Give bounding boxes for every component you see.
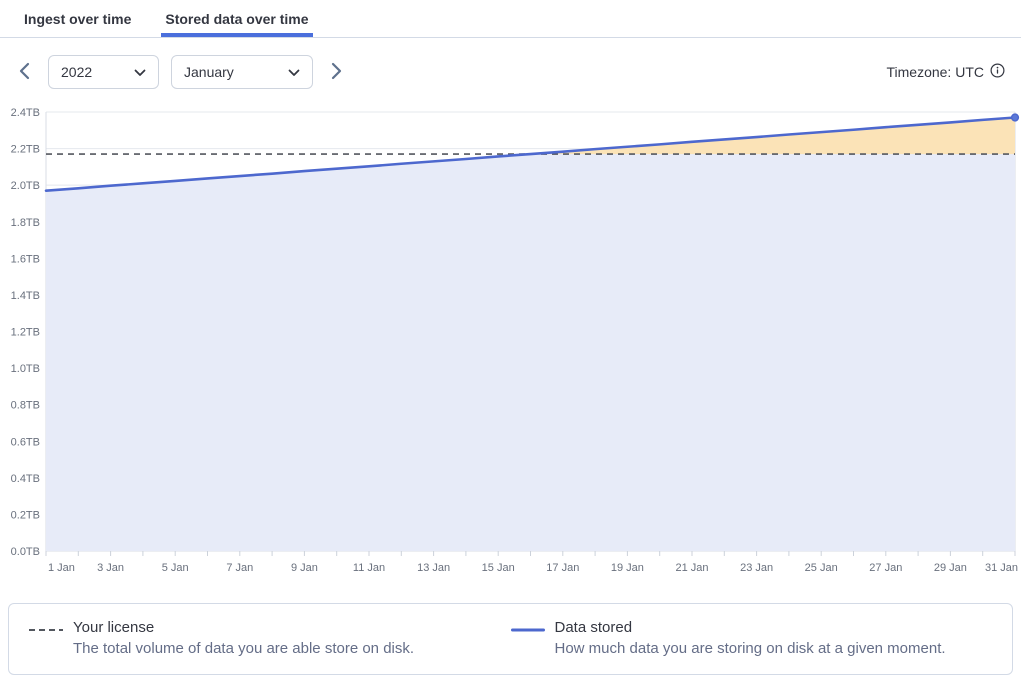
legend-description: How much data you are storing on disk at… <box>554 640 946 657</box>
svg-text:0.2TB: 0.2TB <box>11 509 40 521</box>
legend-item-data-stored: Data stored How much data you are storin… <box>510 619 993 657</box>
svg-text:7 Jan: 7 Jan <box>226 562 253 574</box>
chevron-left-icon <box>17 61 31 84</box>
svg-text:3 Jan: 3 Jan <box>97 562 124 574</box>
svg-text:0.0TB: 0.0TB <box>11 546 40 558</box>
previous-month-button[interactable] <box>12 58 36 86</box>
svg-text:2.4TB: 2.4TB <box>11 107 40 119</box>
svg-text:27 Jan: 27 Jan <box>869 562 902 574</box>
svg-text:2.2TB: 2.2TB <box>11 144 40 156</box>
svg-text:23 Jan: 23 Jan <box>740 562 773 574</box>
svg-text:1.8TB: 1.8TB <box>11 217 40 229</box>
info-icon[interactable] <box>990 63 1005 81</box>
svg-text:13 Jan: 13 Jan <box>417 562 450 574</box>
svg-text:9 Jan: 9 Jan <box>291 562 318 574</box>
svg-text:2.0TB: 2.0TB <box>11 180 40 192</box>
svg-text:0.8TB: 0.8TB <box>11 400 40 412</box>
svg-text:1.6TB: 1.6TB <box>11 253 40 265</box>
tab-ingest-over-time[interactable]: Ingest over time <box>20 0 135 37</box>
svg-text:1.0TB: 1.0TB <box>11 363 40 375</box>
year-select[interactable]: 2022 <box>48 55 159 89</box>
legend-title: Data stored <box>554 619 633 636</box>
svg-text:1.4TB: 1.4TB <box>11 290 40 302</box>
license-dashed-line-icon <box>29 619 63 636</box>
chevron-down-icon <box>134 64 146 80</box>
svg-text:5 Jan: 5 Jan <box>162 562 189 574</box>
svg-text:0.4TB: 0.4TB <box>11 473 40 485</box>
data-stored-line-icon <box>510 619 545 636</box>
stored-data-chart[interactable]: 0.0TB 0.2TB 0.4TB 0.6TB 0.8TB 1.0TB 1.2TB 1.4TB… <box>0 101 1021 591</box>
svg-text:31 Jan: 31 Jan <box>985 562 1018 574</box>
tabs: Ingest over time Stored data over time <box>0 0 1021 38</box>
svg-text:1.2TB: 1.2TB <box>11 327 40 339</box>
legend-title: Your license <box>73 619 155 636</box>
timezone-label: Timezone: UTC <box>886 63 1005 81</box>
month-select[interactable]: January <box>171 55 313 89</box>
svg-text:17 Jan: 17 Jan <box>546 562 579 574</box>
legend-item-your-license: Your license The total volume of data yo… <box>29 619 511 657</box>
tab-stored-data-over-time[interactable]: Stored data over time <box>161 0 312 37</box>
svg-text:29 Jan: 29 Jan <box>934 562 967 574</box>
chevron-right-icon <box>330 61 344 84</box>
date-controls: 2022 January Timezone: UTC <box>0 38 1021 101</box>
chevron-down-icon <box>288 64 300 80</box>
year-select-value: 2022 <box>61 64 93 80</box>
legend-description: The total volume of data you are able st… <box>73 640 415 657</box>
next-month-button[interactable] <box>325 58 349 86</box>
tab-label: Ingest over time <box>24 11 132 27</box>
tab-label: Stored data over time <box>165 11 309 27</box>
svg-text:15 Jan: 15 Jan <box>482 562 515 574</box>
svg-text:21 Jan: 21 Jan <box>675 562 708 574</box>
svg-text:25 Jan: 25 Jan <box>805 562 838 574</box>
svg-text:1 Jan: 1 Jan <box>48 562 75 574</box>
chart-legend: Your license The total volume of data yo… <box>8 603 1013 675</box>
svg-text:19 Jan: 19 Jan <box>611 562 644 574</box>
svg-text:11 Jan: 11 Jan <box>353 562 385 574</box>
svg-text:0.6TB: 0.6TB <box>11 436 40 448</box>
month-select-value: January <box>184 64 234 80</box>
